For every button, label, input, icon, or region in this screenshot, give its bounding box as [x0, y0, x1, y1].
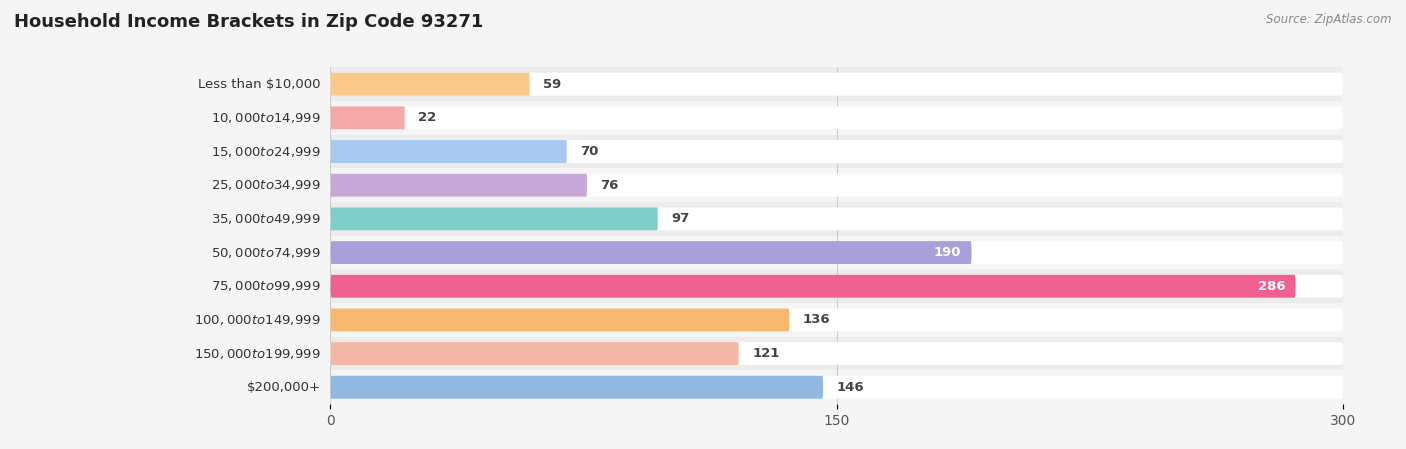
FancyBboxPatch shape [330, 376, 1343, 399]
Bar [330, 370, 1343, 404]
Text: Source: ZipAtlas.com: Source: ZipAtlas.com [1267, 13, 1392, 26]
Text: 146: 146 [837, 381, 865, 394]
FancyBboxPatch shape [330, 241, 972, 264]
Text: 190: 190 [934, 246, 962, 259]
FancyBboxPatch shape [330, 207, 658, 230]
Text: $15,000 to $24,999: $15,000 to $24,999 [211, 145, 321, 158]
Bar [330, 236, 1343, 269]
Bar [330, 202, 1343, 236]
Bar [330, 337, 1343, 370]
Bar [330, 67, 1343, 101]
Text: Household Income Brackets in Zip Code 93271: Household Income Brackets in Zip Code 93… [14, 13, 484, 31]
Bar [330, 101, 1343, 135]
FancyBboxPatch shape [330, 241, 1343, 264]
Text: $200,000+: $200,000+ [247, 381, 321, 394]
FancyBboxPatch shape [330, 174, 1343, 197]
Text: 97: 97 [671, 212, 689, 225]
FancyBboxPatch shape [330, 140, 567, 163]
Text: $25,000 to $34,999: $25,000 to $34,999 [211, 178, 321, 192]
Text: 121: 121 [752, 347, 779, 360]
Text: 59: 59 [543, 78, 561, 91]
FancyBboxPatch shape [330, 174, 586, 197]
FancyBboxPatch shape [330, 275, 1343, 298]
Text: $35,000 to $49,999: $35,000 to $49,999 [211, 212, 321, 226]
FancyBboxPatch shape [330, 140, 1343, 163]
Text: 286: 286 [1258, 280, 1285, 293]
Bar [330, 303, 1343, 337]
FancyBboxPatch shape [330, 308, 789, 331]
Text: 76: 76 [600, 179, 619, 192]
FancyBboxPatch shape [330, 73, 530, 96]
Text: 136: 136 [803, 313, 831, 326]
Text: 22: 22 [418, 111, 436, 124]
Text: $50,000 to $74,999: $50,000 to $74,999 [211, 246, 321, 260]
FancyBboxPatch shape [330, 275, 1295, 298]
FancyBboxPatch shape [330, 106, 1343, 129]
FancyBboxPatch shape [330, 342, 738, 365]
FancyBboxPatch shape [330, 342, 1343, 365]
FancyBboxPatch shape [330, 106, 405, 129]
FancyBboxPatch shape [330, 308, 1343, 331]
Text: Less than $10,000: Less than $10,000 [198, 78, 321, 91]
FancyBboxPatch shape [330, 73, 1343, 96]
FancyBboxPatch shape [330, 376, 823, 399]
Text: $150,000 to $199,999: $150,000 to $199,999 [194, 347, 321, 361]
FancyBboxPatch shape [330, 207, 1343, 230]
Text: $75,000 to $99,999: $75,000 to $99,999 [211, 279, 321, 293]
Bar [330, 135, 1343, 168]
Bar [330, 269, 1343, 303]
Text: $100,000 to $149,999: $100,000 to $149,999 [194, 313, 321, 327]
Text: 70: 70 [581, 145, 599, 158]
Bar [330, 168, 1343, 202]
Text: $10,000 to $14,999: $10,000 to $14,999 [211, 111, 321, 125]
